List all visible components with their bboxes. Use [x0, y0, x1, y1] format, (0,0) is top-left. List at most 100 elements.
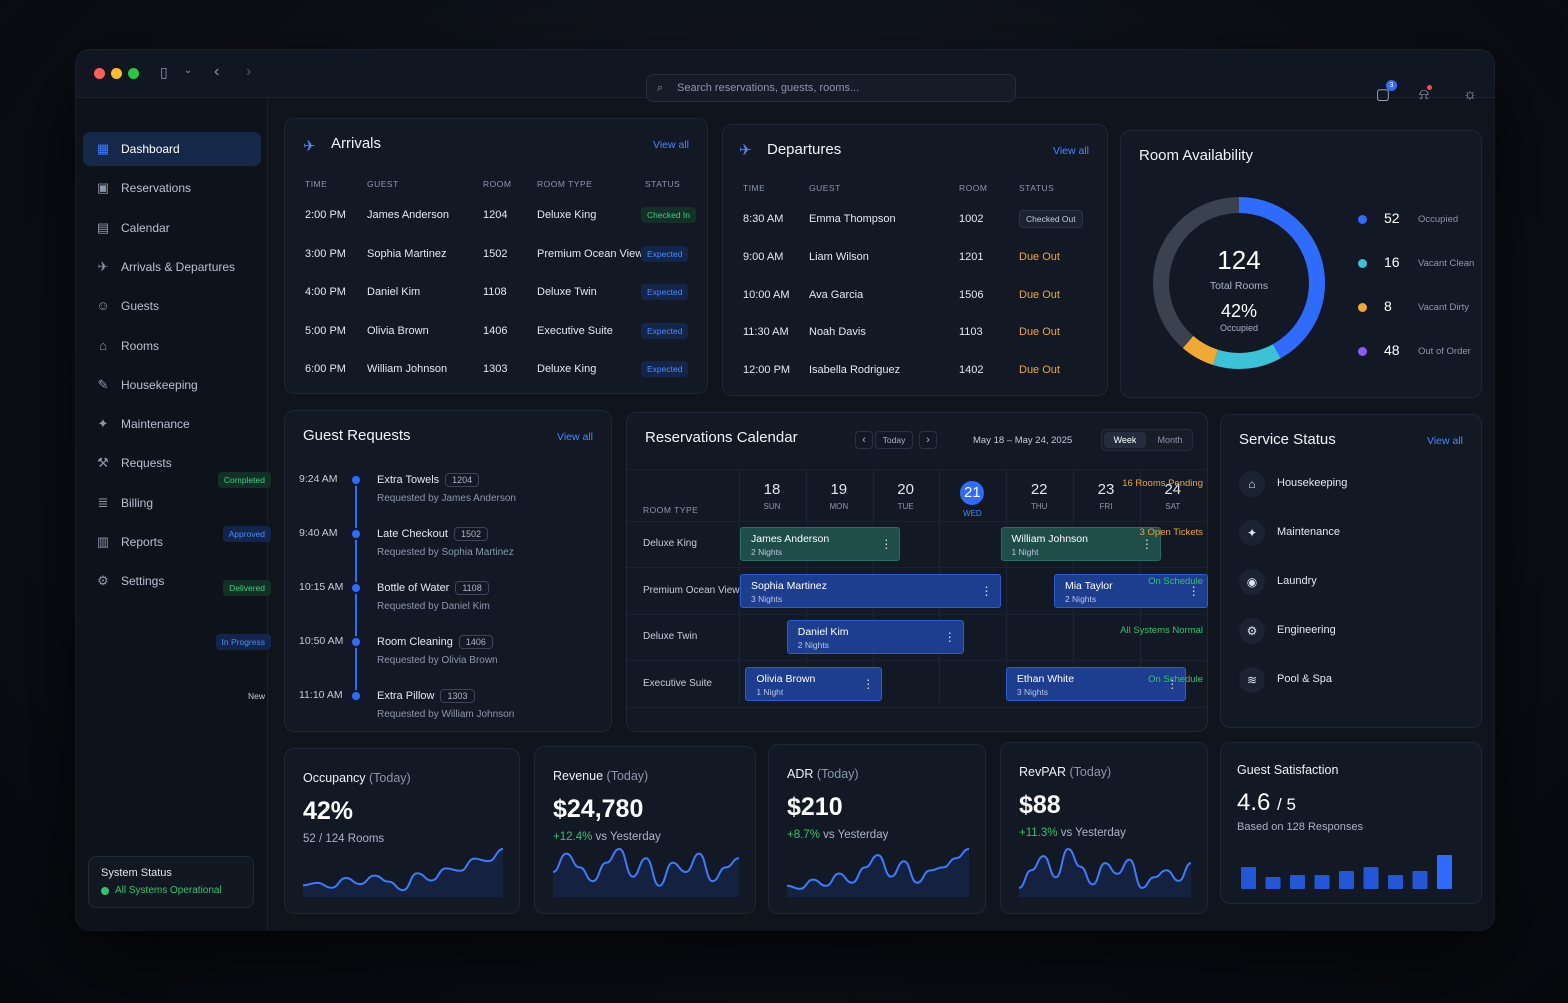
request-time: 11:10 AM [299, 689, 343, 701]
legend-label: Vacant Clean [1418, 258, 1475, 269]
reservation-event[interactable]: Sophia Martinez 3 Nights ⋮ [740, 573, 1001, 608]
kebab-menu-icon[interactable]: ⋮ [1166, 676, 1179, 691]
sidebar-item-calendar[interactable]: ▤ Calendar [83, 211, 261, 245]
sun-icon: ☼ [1463, 86, 1477, 103]
event-nights: 2 Nights [797, 640, 829, 650]
month-view-button[interactable]: Month [1157, 435, 1183, 445]
service-status-value: 3 Open Tickets [1139, 527, 1203, 538]
event-guest: Sophia Martinez [751, 579, 827, 592]
calendar-day-header[interactable]: 21 WED [939, 481, 1005, 518]
day-number: 24 [1140, 481, 1206, 498]
calendar-day-header[interactable]: 20 TUE [873, 481, 939, 511]
sidebar-item-reservations[interactable]: ▣ Reservations [83, 171, 261, 205]
messages-button[interactable]: ▢ 3 [1372, 80, 1397, 106]
sidebar-item-maintenance[interactable]: ✦ Maintenance [83, 407, 261, 441]
calendar-row-divider [627, 706, 1207, 708]
week-view-button[interactable]: Week [1104, 432, 1146, 448]
reservation-event[interactable]: Mia Taylor 2 Nights ⋮ [1053, 573, 1208, 608]
calendar-next-button[interactable]: › [919, 431, 937, 449]
kpi-value: $210 [787, 793, 843, 821]
service-status-view-all-link[interactable]: View all [1427, 435, 1463, 447]
tool-icon: ⚒ [97, 455, 109, 471]
messages-count-badge: 3 [1386, 80, 1397, 91]
minimize-window-button[interactable] [111, 68, 122, 79]
request-title-row: Room Cleaning 1406 [377, 635, 493, 649]
kpi-sparkline [303, 848, 503, 897]
satisfaction-score: 4.6 / 5 [1237, 789, 1296, 817]
arrival-room-type: Premium Ocean View [537, 247, 644, 260]
sidebar-item-billing[interactable]: ≣ Billing [83, 486, 261, 520]
calendar-day-header[interactable]: 19 MON [806, 481, 872, 511]
arrivals-column-header: TIME [305, 179, 328, 189]
satisfaction-bar [1388, 875, 1403, 889]
request-title: Bottle of Water [377, 582, 450, 594]
arrival-guest: Daniel Kim [367, 286, 421, 298]
calendar-day-header[interactable]: 22 THU [1006, 481, 1072, 511]
guest-requests-view-all-link[interactable]: View all [557, 431, 593, 443]
kebab-menu-icon[interactable]: ⋮ [1187, 583, 1200, 598]
total-rooms-label: Total Rooms [1210, 280, 1268, 292]
kpi-title: ADR (Today) [787, 767, 859, 781]
sidebar-item-requests[interactable]: ⚒ Requests [83, 446, 261, 480]
day-weekday: WED [963, 509, 982, 518]
legend-label: Occupied [1418, 214, 1459, 225]
calendar-prev-button[interactable]: ‹ [855, 431, 873, 449]
sidebar-item-arrivals-departures[interactable]: ✈ Arrivals & Departures [83, 250, 261, 284]
departures-view-all-link[interactable]: View all [1053, 145, 1089, 157]
request-room-badge: 1204 [445, 473, 480, 487]
chevron-down-icon[interactable]: ⌄ [184, 65, 193, 76]
arrivals-column-header: STATUS [645, 179, 681, 189]
sidebar-toggle-icon[interactable]: ▯ [160, 64, 168, 80]
grid-icon: ▦ [96, 141, 110, 156]
reservation-event[interactable]: James Anderson 2 Nights ⋮ [740, 527, 901, 561]
forward-icon[interactable]: › [246, 63, 252, 80]
sidebar-item-dashboard[interactable]: ▦ Dashboard [83, 132, 261, 166]
arrival-status-badge: Expected [641, 284, 689, 300]
room-availability-title: Room Availability [1139, 147, 1253, 164]
calendar-day-header[interactable]: 23 FRI [1073, 481, 1139, 511]
reservation-event[interactable]: William Johnson 1 Night ⋮ [1000, 527, 1161, 561]
request-status-badge: New [247, 691, 265, 701]
calendar-divider [627, 469, 1207, 470]
kebab-menu-icon[interactable]: ⋮ [862, 676, 875, 691]
theme-toggle-button[interactable]: ☼ [1459, 84, 1481, 106]
kpi-title-text: Revenue [553, 769, 604, 783]
departure-status: Due Out [1019, 250, 1060, 263]
maximize-window-button[interactable] [128, 68, 139, 79]
event-nights: 1 Night [756, 686, 784, 697]
reservation-event[interactable]: Ethan White 3 Nights ⋮ [1005, 666, 1187, 701]
day-number-value: 24 [1164, 481, 1182, 498]
search-icon: ⌕ [657, 82, 664, 94]
kebab-menu-icon[interactable]: ⋮ [880, 537, 893, 551]
sidebar-item-housekeeping[interactable]: ✎ Housekeeping [83, 368, 261, 402]
reservation-event[interactable]: Olivia Brown 1 Night ⋮ [745, 666, 883, 701]
sidebar-item-guests[interactable]: ☺ Guests [83, 289, 261, 323]
search-input[interactable]: ⌕ Search reservations, guests, rooms... [646, 74, 1016, 102]
service-status-value: On Schedule [1148, 674, 1203, 685]
request-title-row: Extra Towels 1204 [377, 473, 480, 487]
arrivals-view-all-link[interactable]: View all [653, 139, 689, 151]
calendar-today-button[interactable]: Today [875, 431, 913, 449]
calendar-room-type: Deluxe King [643, 538, 697, 549]
day-number: 22 [1006, 481, 1072, 498]
back-icon[interactable]: ‹ [214, 63, 220, 80]
event-guest: James Anderson [751, 533, 830, 545]
notifications-button[interactable]: ⍾ [1413, 84, 1435, 106]
sidebar-item-label: Arrivals & Departures [121, 259, 236, 274]
reservation-event[interactable]: Daniel Kim 2 Nights ⋮ [786, 620, 964, 654]
kebab-menu-icon[interactable]: ⋮ [980, 583, 993, 598]
close-window-button[interactable] [94, 68, 105, 79]
calendar-day-header[interactable]: 24 SAT [1140, 481, 1206, 511]
day-number-value: 22 [1030, 481, 1048, 498]
guest-requests-card: Guest Requests View all 9:24 AM Extra Tow… [215, 410, 612, 732]
calendar-day-header[interactable]: 18 SUN [739, 481, 805, 511]
kebab-menu-icon[interactable]: ⋮ [1140, 537, 1153, 551]
day-weekday: SAT [1165, 502, 1181, 511]
occupied-percent: 42% [1221, 301, 1257, 321]
kpi-detail: 52 / 124 Rooms [303, 833, 385, 845]
sidebar-item-label: Maintenance [121, 417, 190, 432]
sidebar-item-reports[interactable]: ▥ Reports [83, 525, 261, 559]
sidebar-item-rooms[interactable]: ⌂ Rooms [83, 329, 261, 363]
sidebar-item-settings[interactable]: ⚙ Settings [83, 564, 261, 598]
kebab-menu-icon[interactable]: ⋮ [943, 630, 956, 644]
